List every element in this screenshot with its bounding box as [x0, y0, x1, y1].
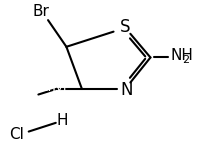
Text: N: N	[120, 81, 133, 99]
Text: 2: 2	[182, 55, 189, 65]
Text: methyl: methyl	[24, 82, 68, 94]
Text: Cl: Cl	[9, 127, 24, 142]
Text: Br: Br	[33, 4, 50, 19]
Text: S: S	[120, 18, 131, 36]
Text: H: H	[57, 113, 68, 128]
Text: NH: NH	[171, 48, 194, 63]
